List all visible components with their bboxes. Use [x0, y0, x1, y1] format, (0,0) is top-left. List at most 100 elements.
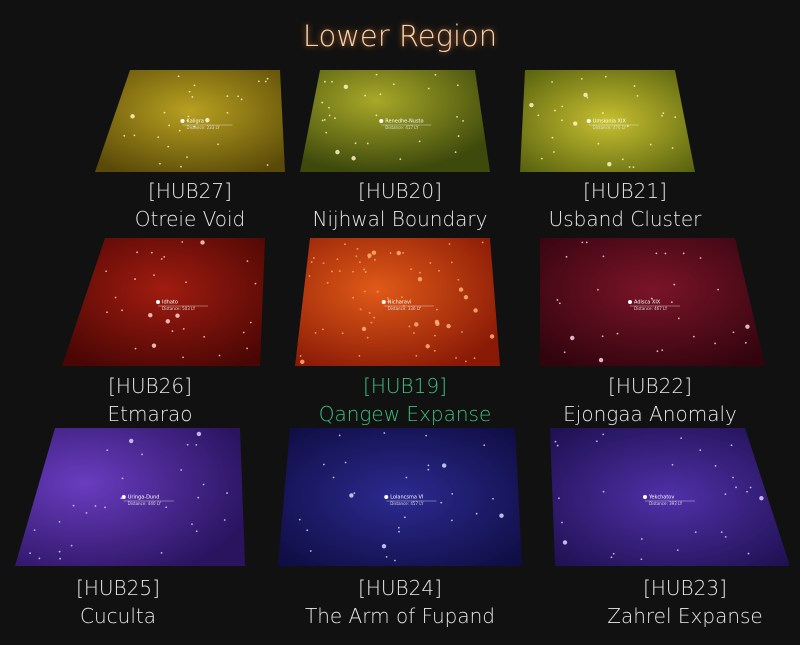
star-dot [375, 73, 378, 76]
star-dot [186, 156, 188, 159]
star-dot [745, 324, 750, 329]
star-dot [322, 262, 325, 265]
star-dot [181, 241, 184, 243]
star-dot [580, 77, 583, 80]
star-dot [326, 281, 329, 284]
star-dot [692, 335, 695, 338]
star-dot [306, 529, 309, 532]
star-dot [677, 317, 680, 320]
star-dot [413, 332, 415, 334]
star-dot [106, 449, 109, 452]
tile-image [520, 70, 695, 172]
star-dot [440, 501, 443, 504]
star-dot [621, 158, 624, 161]
star-dot [205, 117, 210, 123]
star-dot [451, 519, 453, 522]
star-dot [747, 552, 750, 555]
star-dot [602, 433, 605, 436]
star-dot [602, 255, 605, 258]
star-dot [379, 93, 382, 96]
star-dot [308, 275, 311, 277]
hub-name: Etmarao [108, 402, 193, 426]
star-dot [455, 357, 457, 359]
star-dot [392, 83, 395, 86]
star-distance: Distance: 233 LY [187, 125, 221, 130]
star-dot [136, 251, 138, 254]
star-dot [134, 278, 136, 280]
star-dot [366, 336, 369, 339]
star-dot [585, 241, 588, 244]
star-dot [373, 316, 376, 319]
star-dot [332, 476, 335, 479]
star-dot [128, 438, 134, 444]
star-dot [483, 444, 486, 447]
star-dot [328, 114, 331, 117]
star-dot [597, 288, 599, 291]
star-name: Uringa-Dund [128, 495, 160, 501]
star-dot [300, 359, 305, 365]
selected-star [121, 495, 126, 499]
star-dot [160, 258, 163, 260]
tile-image [540, 238, 765, 366]
star-dot [314, 331, 317, 334]
star-dot [335, 149, 340, 155]
star-dot [601, 112, 604, 114]
star-dot [429, 262, 432, 264]
star-dot [451, 492, 454, 495]
star-distance: Distance: 476 LY [593, 125, 627, 130]
star-dot [331, 80, 333, 83]
star-dot [323, 80, 326, 83]
hub-name: Ejongaa Anomaly [563, 402, 737, 426]
star-dot [94, 505, 97, 507]
star-dot [438, 269, 440, 272]
star-dot [400, 296, 403, 299]
star-dot [153, 274, 155, 277]
star-dot [661, 349, 664, 352]
star-dot [121, 309, 123, 312]
star-dot [717, 288, 719, 291]
star-dot [106, 311, 108, 314]
star-distance: Distance: 417 LY [385, 125, 419, 130]
star-dot [352, 296, 355, 299]
star-name: Kaligra II [187, 119, 209, 125]
star-dot [730, 444, 733, 447]
star-dot [473, 357, 476, 360]
star-dot [182, 356, 184, 359]
star-dot [714, 342, 717, 345]
star-dot [226, 111, 229, 114]
star-dot [537, 114, 540, 117]
star-dot [403, 516, 406, 519]
star-dot [246, 347, 248, 350]
star-dot [358, 355, 361, 357]
hub-code: [HUB26] [108, 374, 192, 398]
star-dot [58, 520, 61, 523]
star-distance: Distance: 503 LY [162, 306, 196, 311]
star-dot [159, 162, 161, 165]
star-dot [375, 114, 378, 117]
star-dot [361, 326, 367, 332]
star-dot [114, 296, 117, 299]
star-dot [309, 550, 312, 552]
star-dot [435, 308, 438, 311]
star-dot [633, 85, 636, 87]
star-dot [266, 77, 269, 80]
star-dot [540, 157, 543, 160]
star-dot [193, 125, 196, 128]
star-dot [563, 351, 566, 354]
star-dot [552, 151, 555, 153]
star-dot [364, 271, 367, 273]
star-dot [338, 434, 341, 437]
star-dot [191, 523, 193, 526]
star-dot [393, 559, 396, 562]
star-dot [441, 463, 447, 468]
star-dot [598, 357, 604, 363]
